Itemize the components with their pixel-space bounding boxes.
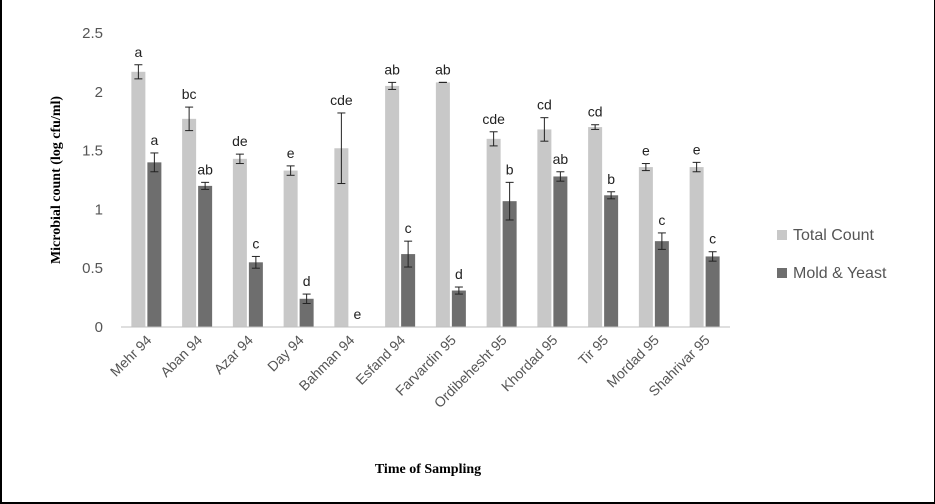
y-tick-label: 0 xyxy=(95,319,103,336)
bar-total-count xyxy=(131,71,146,327)
significance-label: ab xyxy=(553,151,569,167)
bar-total-count xyxy=(689,167,704,327)
y-tick-label: 2 xyxy=(95,84,103,101)
legend-label: Total Count xyxy=(793,227,874,244)
x-tick-label: Mehr 94 xyxy=(107,332,155,380)
significance-label: c xyxy=(709,231,716,247)
bar-total-count xyxy=(537,129,552,327)
x-axis-title: Time of Sampling xyxy=(375,462,481,477)
bars xyxy=(131,71,720,328)
y-tick-label: 0.5 xyxy=(82,260,103,277)
bar-mold-yeast xyxy=(502,201,517,327)
significance-label: e xyxy=(693,141,701,157)
error-bars xyxy=(134,64,717,304)
significance-label: ab xyxy=(435,61,451,77)
legend-label: Mold & Yeast xyxy=(793,265,887,282)
x-tick-label: Aban 94 xyxy=(157,332,205,380)
x-tick-label: Tir 95 xyxy=(575,332,611,368)
significance-label: d xyxy=(455,266,463,282)
bar-mold-yeast xyxy=(705,256,720,327)
bar-total-count xyxy=(283,170,298,327)
significance-label: ab xyxy=(197,161,213,177)
y-tick-label: 1.5 xyxy=(82,143,103,160)
bar-total-count xyxy=(182,118,197,328)
significance-label: b xyxy=(607,171,615,187)
significance-label: bc xyxy=(182,86,197,102)
significance-label: ab xyxy=(384,61,400,77)
significance-label: cd xyxy=(588,104,603,120)
bar-mold-yeast xyxy=(299,298,314,327)
bar-mold-yeast xyxy=(451,290,466,327)
y-axis-title: Microbial count (log cfu/ml) xyxy=(49,96,64,264)
significance-label: d xyxy=(303,273,311,289)
bar-total-count xyxy=(588,127,603,327)
bar-mold-yeast xyxy=(654,241,669,327)
bar-mold-yeast xyxy=(553,176,568,327)
legend-swatch xyxy=(777,230,787,240)
bar-mold-yeast xyxy=(248,262,263,327)
significance-label: c xyxy=(405,220,412,236)
legend: Total Count Mold & Yeast xyxy=(777,227,887,282)
significance-label: cd xyxy=(537,97,552,113)
bar-mold-yeast xyxy=(147,162,162,327)
x-tick-label: Bahman 94 xyxy=(296,332,358,394)
significance-label: a xyxy=(150,132,158,148)
bar-total-count xyxy=(385,85,400,327)
significance-label: e xyxy=(287,145,295,161)
significance-label: b xyxy=(506,161,514,177)
significance-label: cde xyxy=(330,92,353,108)
significance-label: e xyxy=(353,306,361,322)
bar-total-count xyxy=(435,82,450,327)
significance-label: c xyxy=(658,212,665,228)
significance-label: e xyxy=(642,143,650,159)
bar-total-count xyxy=(638,167,653,327)
significance-label: cde xyxy=(482,111,505,127)
bar-total-count xyxy=(486,138,501,327)
significance-label: de xyxy=(232,133,248,149)
bar-total-count xyxy=(232,158,247,327)
y-tick-label: 1 xyxy=(95,201,103,218)
bar-total-count xyxy=(334,148,349,327)
y-tick-label: 2.5 xyxy=(82,25,103,42)
x-tick-label: Azar 94 xyxy=(211,332,257,378)
significance-label: a xyxy=(134,44,142,60)
x-tick-label: Day 94 xyxy=(264,332,307,375)
bar-mold-yeast xyxy=(401,254,416,327)
bar-mold-yeast xyxy=(604,195,619,327)
bar-mold-yeast xyxy=(198,185,213,327)
legend-swatch xyxy=(777,268,787,278)
significance-label: c xyxy=(252,235,259,251)
y-axis-ticks: 0 0.5 1 1.5 2 2.5 xyxy=(82,25,103,336)
